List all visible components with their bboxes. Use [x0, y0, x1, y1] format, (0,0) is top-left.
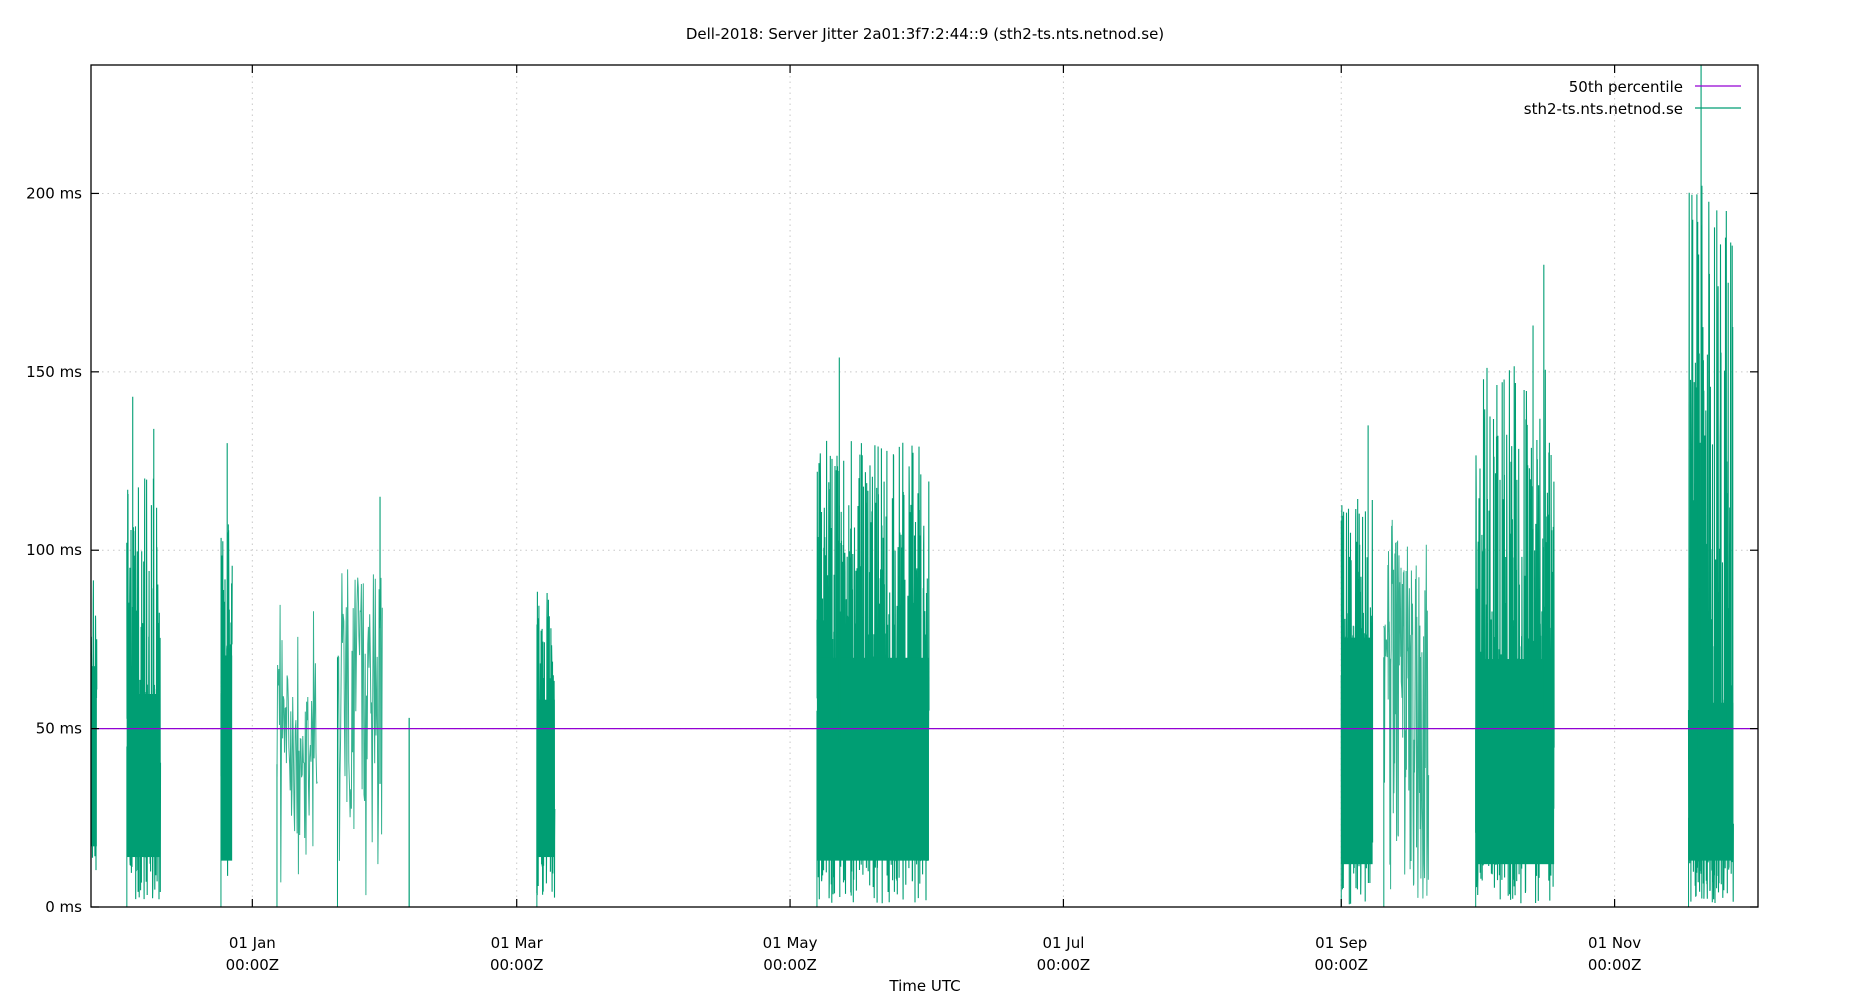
chart-title: Dell-2018: Server Jitter 2a01:3f7:2:44::… — [686, 25, 1164, 43]
y-tick-label: 0 ms — [45, 898, 82, 916]
data-burst — [337, 569, 383, 896]
data-burst-core — [91, 666, 97, 847]
x-tick-label-time: 00:00Z — [763, 956, 817, 974]
data-burst — [1383, 519, 1430, 899]
x-tick-label-time: 00:00Z — [1314, 956, 1368, 974]
data-burst-core — [816, 657, 929, 861]
x-tick-label-time: 00:00Z — [1588, 956, 1642, 974]
x-tick-label-date: 01 Sep — [1315, 934, 1367, 952]
y-tick-label: 150 ms — [26, 363, 82, 381]
x-tick-label-time: 00:00Z — [226, 956, 280, 974]
y-tick-label: 100 ms — [26, 541, 82, 559]
x-axis: 01 Jan 00:00Z 01 Mar 00:00Z 01 May 00:00Z 01 J… — [226, 65, 1642, 974]
x-tick-label-date: 01 May — [763, 934, 818, 952]
legend: 50th percentile sth2-ts.nts.netnod.se — [1524, 78, 1741, 118]
data-burst — [276, 604, 318, 883]
x-tick-label-date: 01 Mar — [491, 934, 544, 952]
plot-frame — [90, 64, 1759, 908]
series-sth2-ts — [90, 65, 1734, 907]
legend-label: 50th percentile — [1569, 78, 1683, 96]
x-tick-label-date: 01 Jan — [229, 934, 276, 952]
data-burst-core — [536, 699, 555, 858]
data-burst-core — [1475, 659, 1555, 865]
x-tick-label-date: 01 Jul — [1042, 934, 1084, 952]
data-burst-core — [1688, 702, 1734, 861]
data-burst-core — [126, 694, 161, 858]
y-tick-label: 200 ms — [26, 184, 82, 202]
x-axis-label: Time UTC — [888, 977, 960, 995]
legend-label: sth2-ts.nts.netnod.se — [1524, 100, 1683, 118]
data-burst-core — [1341, 637, 1373, 865]
y-axis: 0 ms 50 ms 100 ms 150 ms 200 ms — [26, 184, 1758, 916]
legend-item-sth2-ts: sth2-ts.nts.netnod.se — [1524, 100, 1741, 118]
x-tick-label-date: 01 Nov — [1588, 934, 1641, 952]
x-tick-label-time: 00:00Z — [490, 956, 544, 974]
x-tick-label-time: 00:00Z — [1037, 956, 1091, 974]
data-burst-core — [220, 655, 233, 861]
legend-item-50th-percentile: 50th percentile — [1569, 78, 1741, 96]
y-tick-label: 50 ms — [36, 720, 82, 738]
